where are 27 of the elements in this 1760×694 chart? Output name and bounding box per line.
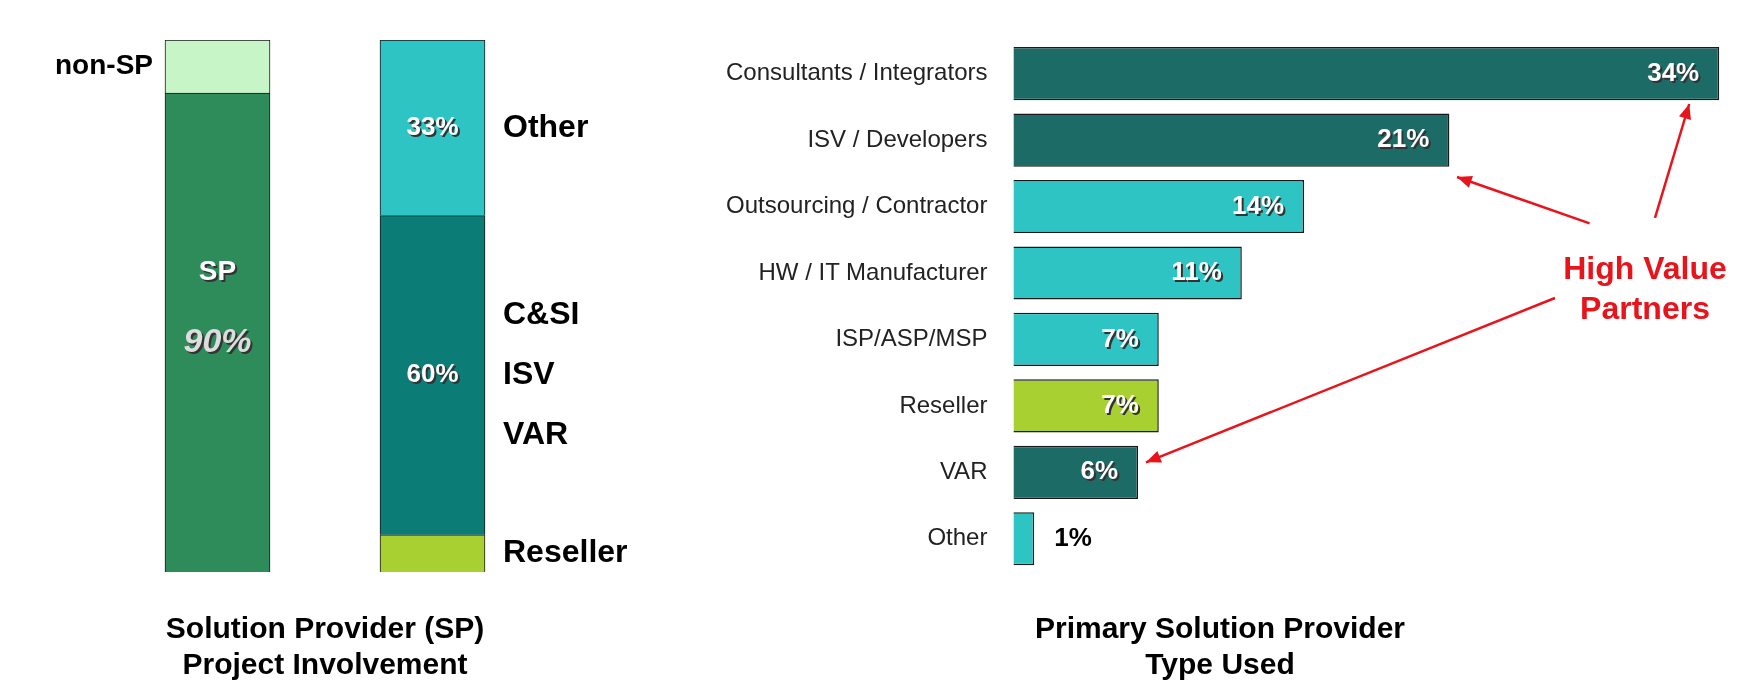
series-label: non-SP bbox=[55, 49, 153, 81]
series-label: Other bbox=[503, 107, 589, 144]
y-tick-label: Consultants / Integrators bbox=[726, 58, 988, 86]
data-label: 33% bbox=[406, 110, 459, 141]
text: Primary Solution Provider Type Used bbox=[1034, 611, 1406, 681]
y-tick-label: Outsourcing / Contractor bbox=[726, 191, 988, 219]
series-label: SP bbox=[200, 257, 239, 289]
text: Solution Provider (SP) Project Involvement bbox=[165, 611, 485, 681]
data-label: 6% bbox=[1082, 457, 1121, 488]
data-label: 7% bbox=[1103, 391, 1141, 422]
series-label: Reseller bbox=[503, 533, 628, 570]
data-label: 14% bbox=[1234, 191, 1287, 222]
data-label: 1% bbox=[1054, 521, 1092, 552]
y-tick-label: ISV / Developers bbox=[807, 124, 988, 152]
data-label: 7% bbox=[1103, 324, 1141, 355]
y-tick-label: Other bbox=[927, 523, 988, 551]
y-tick-label: ISP/ASP/MSP bbox=[835, 324, 988, 352]
data-label: 11% bbox=[1173, 258, 1224, 289]
y-tick-label: HW / IT Manufacturer bbox=[758, 257, 988, 285]
data-label: 34% bbox=[1649, 58, 1702, 89]
y-tick-label: Reseller bbox=[899, 390, 988, 418]
y-tick-label: VAR bbox=[939, 456, 988, 484]
data-label: 90% bbox=[183, 320, 252, 359]
annotation: High Value Partners bbox=[1562, 249, 1728, 328]
data-label: 60% bbox=[406, 358, 459, 389]
data-label: 21% bbox=[1379, 125, 1432, 156]
series-label: C&SI ISV VAR bbox=[503, 294, 580, 451]
